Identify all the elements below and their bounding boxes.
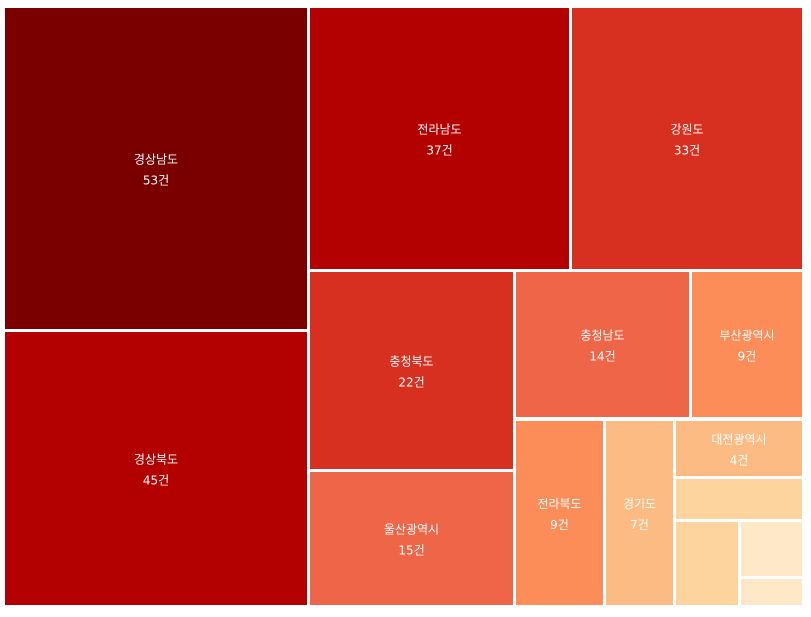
tile-value-label: 33건 [674,144,700,158]
tile-value-label: 53건 [143,174,169,188]
tile-rect[interactable] [606,421,673,605]
tile-name-label: 전라북도 [537,497,581,511]
tile-name-label: 충청북도 [389,355,433,369]
tile-rect[interactable] [741,579,802,605]
tile-rect[interactable] [310,8,569,269]
tile-value-label: 14건 [589,350,615,364]
treemap-tile[interactable]: 경상북도 45건 [5,332,307,605]
tile-rect[interactable] [676,421,802,476]
treemap-tile[interactable]: 울산광역시 15건 [310,472,513,605]
tile-name-label: 부산광역시 [719,329,774,343]
tile-value-label: 9건 [550,518,569,532]
treemap-tile[interactable]: 경상남도 53건 [5,8,307,329]
tile-name-label: 경상북도 [134,453,178,467]
tile-value-label: 4건 [730,454,749,468]
tile-rect[interactable] [676,522,738,605]
tile-name-label: 충청남도 [580,329,624,343]
tile-rect[interactable] [516,421,603,605]
tile-name-label: 경기도 [623,497,656,511]
tile-name-label: 대전광역시 [711,433,766,447]
tile-value-label: 22건 [398,376,424,390]
tile-name-label: 울산광역시 [384,523,439,537]
treemap-tile[interactable]: 전라남도 37건 [310,8,569,269]
tile-rect[interactable] [676,479,802,519]
treemap-tile[interactable] [676,522,738,605]
tile-value-label: 37건 [426,144,452,158]
tile-value-label: 7건 [630,518,649,532]
tile-rect[interactable] [516,272,689,417]
treemap-tile[interactable]: 전라북도 9건 [516,421,603,605]
treemap-tile[interactable]: 부산광역시 9건 [692,272,802,417]
tile-rect[interactable] [310,472,513,605]
treemap-tile[interactable] [676,479,802,519]
tile-value-label: 9건 [738,350,757,364]
tile-rect[interactable] [5,8,307,329]
tile-name-label: 전라남도 [417,123,461,137]
tile-value-label: 15건 [398,544,424,558]
treemap-tile[interactable]: 강원도 33건 [572,8,802,269]
tile-rect[interactable] [692,272,802,417]
tile-rect[interactable] [572,8,802,269]
treemap-tile[interactable]: 충청북도 22건 [310,272,513,469]
tile-value-label: 45건 [143,474,169,488]
tile-name-label: 강원도 [670,123,703,137]
treemap-tile[interactable]: 충청남도 14건 [516,272,689,417]
treemap-tile[interactable] [741,522,802,576]
treemap-tile[interactable]: 대전광역시 4건 [676,421,802,476]
tile-name-label: 경상남도 [134,153,178,167]
treemap-tile[interactable] [741,579,802,605]
tile-rect[interactable] [310,272,513,469]
tile-rect[interactable] [741,522,802,576]
treemap-tile[interactable]: 경기도 7건 [606,421,673,605]
tile-rect[interactable] [5,332,307,605]
